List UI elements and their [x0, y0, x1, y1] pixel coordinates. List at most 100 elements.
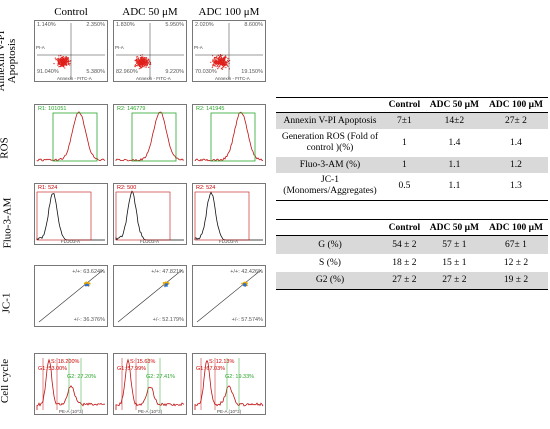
apoptosis-dot — [227, 59, 229, 62]
table2-row: G2 (%) 27 ± 2 27 ± 2 19 ± 2 — [276, 271, 548, 290]
ros-gate-label: R2: 146779 — [117, 106, 146, 112]
apoptosis-dot — [59, 59, 61, 61]
apoptosis-dot — [67, 62, 69, 64]
apoptosis-dot — [145, 66, 147, 68]
table1-header-blank — [276, 98, 384, 113]
cycle-s-label: S: 15.63% — [130, 359, 156, 365]
jc1-dot — [244, 284, 246, 286]
apoptosis-dot — [62, 56, 64, 58]
table1-row: Generation ROS (Fold of control )(%) 1 1… — [276, 129, 548, 157]
apoptosis-dot — [61, 58, 63, 60]
apoptosis-dot — [220, 59, 222, 62]
jc1-lower-label: +/-: 36.376% — [73, 317, 105, 323]
apoptosis-dot — [144, 62, 146, 64]
apoptosis-dot — [137, 64, 139, 66]
apoptosis-dot — [221, 68, 224, 70]
apoptosis-dot — [61, 61, 63, 64]
apoptosis-dot — [135, 58, 138, 60]
apoptosis-dot — [144, 64, 146, 66]
apoptosis-panel-2: 2.020% 8.600% 70.030% 19.150% Annexin - FITC… — [192, 20, 266, 82]
apoptosis-dot — [229, 60, 231, 62]
apoptosis-dot — [213, 62, 215, 64]
quadrant-ul-label: 1.830% — [116, 22, 135, 28]
table1-cell: 1 — [402, 137, 407, 148]
table1-cell: 1.1 — [448, 181, 461, 192]
table2-row: G (%) 54 ± 2 57 ± 1 67± 1 — [276, 235, 548, 254]
jc1-panel-1: +/+: 47.821% +/-: 52.179% — [113, 265, 187, 327]
fluo-gate — [36, 191, 92, 241]
apoptosis-dot — [57, 64, 59, 66]
ros-panel-1-plot — [115, 111, 185, 162]
apoptosis-dot — [220, 57, 222, 59]
apoptosis-dot — [222, 65, 224, 67]
apoptosis-dot — [58, 57, 60, 59]
apoptosis-dot — [144, 57, 146, 60]
row-label-ros: ROS — [0, 137, 11, 159]
table2-cell: 27 ± 2 — [424, 271, 484, 290]
table1-cell: 7±1 — [384, 112, 425, 129]
apoptosis-dot — [214, 61, 217, 63]
apoptosis-dot — [62, 58, 64, 60]
apoptosis-dot — [142, 61, 144, 63]
cycle-panel-2-plot — [194, 358, 264, 410]
apoptosis-dot — [138, 60, 140, 62]
apoptosis-dot — [138, 58, 140, 61]
fluo-x-axis-label: FLUO3-A — [219, 239, 239, 244]
cycle-panel-2: S: 12.13% G1: 67.03% G2: 19.33% PE-A (10^3) — [192, 353, 266, 415]
apoptosis-y-axis-label: PI-A — [194, 45, 203, 50]
ros-histogram-curve — [194, 111, 264, 162]
apoptosis-dot — [64, 67, 66, 69]
table2-cell: 67± 1 — [483, 235, 548, 254]
table2-cell: 18 ± 2 — [392, 257, 417, 268]
table1-cell: 14±2 — [424, 112, 484, 129]
apoptosis-dot — [58, 61, 60, 63]
fluo-histogram-curve — [194, 191, 263, 241]
apoptosis-dot — [140, 57, 142, 60]
apoptosis-dot — [226, 64, 228, 66]
apoptosis-dot — [214, 65, 216, 67]
apoptosis-dot — [145, 59, 147, 61]
apoptosis-dot — [146, 62, 148, 64]
apoptosis-dot — [148, 66, 150, 68]
quadrant-ur-label: 5.950% — [165, 22, 184, 28]
table1-header-adc100: ADC 100 μM — [489, 100, 543, 110]
apoptosis-dot — [217, 65, 219, 67]
apoptosis-dot — [147, 58, 149, 60]
apoptosis-dot — [223, 62, 225, 64]
table2-header-blank — [276, 220, 384, 236]
jc1-panel-2: +/+: 42.426% +/-: 57.574% — [192, 265, 266, 327]
jc1-lower-label: +/-: 52.179% — [152, 317, 184, 323]
apoptosis-dot — [69, 60, 71, 62]
table2-header-control: Control — [388, 222, 421, 233]
apoptosis-dot — [60, 57, 62, 60]
table2-cell: 12 ± 2 — [503, 257, 529, 268]
col-header-control: Control — [54, 6, 88, 18]
apoptosis-dot — [65, 62, 67, 64]
apoptosis-panel-0: 1.140% 2.350% 91.040% 5.380% Annexin - FITC-… — [34, 20, 108, 82]
apoptosis-dot — [69, 62, 71, 64]
apoptosis-dot — [222, 67, 224, 69]
apoptosis-dot — [221, 62, 223, 64]
apoptosis-dot — [219, 63, 221, 65]
apoptosis-dot — [213, 60, 215, 62]
table1-cell: 1.4 — [510, 137, 522, 148]
cycle-x-axis-label: PE-A (10^3) — [59, 409, 84, 414]
apoptosis-dot — [217, 68, 219, 70]
fluo-panel-0-plot — [36, 191, 105, 241]
apoptosis-dot — [135, 61, 137, 63]
jc1-dot — [165, 284, 168, 286]
table1-header-adc50: ADC 50 μM — [429, 100, 479, 110]
jc1-dot — [244, 285, 246, 287]
jc1-panel-0: +/+: 63.624% +/-: 36.376% — [34, 265, 108, 327]
ros-gate-label: R1: 101051 — [38, 106, 67, 112]
table2-cell: 54 ± 2 — [384, 235, 425, 254]
jc1-dot — [243, 283, 245, 285]
apoptosis-dot — [227, 65, 229, 67]
apoptosis-dot — [64, 60, 66, 62]
apoptosis-dot — [146, 58, 148, 60]
apoptosis-dot — [66, 56, 68, 59]
apoptosis-dot — [212, 55, 214, 57]
cycle-x-axis-label: PE-A (10^3) — [138, 409, 163, 414]
apoptosis-dot — [221, 58, 223, 60]
table1-cell: 1.1 — [424, 156, 484, 173]
